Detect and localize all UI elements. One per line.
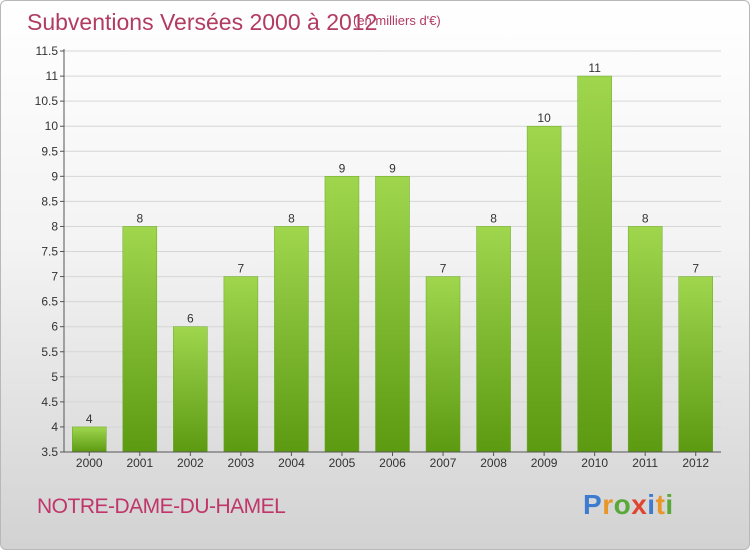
chart-title: Subventions Versées 2000 à 2012 — [27, 9, 378, 35]
y-tick-label: 7.5 — [41, 245, 58, 259]
y-tick-label: 10.5 — [35, 94, 59, 108]
bar-2000 — [72, 426, 107, 453]
bar-2011 — [627, 226, 663, 453]
bar-2010 — [577, 75, 612, 453]
bar-2002 — [173, 326, 208, 453]
bar-2001 — [122, 226, 158, 453]
bar-2009 — [526, 125, 562, 453]
bar-2004 — [274, 226, 309, 453]
x-tick-label: 2011 — [632, 456, 658, 470]
y-tick-label: 11.5 — [36, 44, 59, 58]
y-tick-label: 8.5 — [41, 194, 58, 208]
data-label: 6 — [187, 312, 194, 326]
y-tick-label: 3.5 — [41, 445, 58, 459]
bar-2005 — [324, 176, 360, 453]
y-tick-label: 7 — [51, 270, 58, 284]
y-tick-label: 6.5 — [41, 295, 58, 309]
x-tick-label: 2005 — [329, 456, 356, 470]
data-label: 8 — [136, 211, 143, 225]
bar-2012 — [678, 276, 713, 453]
data-label: 8 — [288, 211, 295, 225]
y-tick-label: 6 — [51, 320, 58, 334]
x-tick-label: 2004 — [278, 456, 305, 470]
data-label: 7 — [238, 262, 245, 276]
data-label: 9 — [339, 161, 346, 175]
y-tick-label: 5.5 — [41, 345, 58, 359]
data-label: 7 — [440, 262, 447, 276]
x-tick-label: 2007 — [430, 456, 457, 470]
bar-2008 — [476, 226, 511, 453]
bar-2003 — [223, 276, 259, 453]
x-tick-label: 2009 — [531, 456, 558, 470]
x-tick-label: 2012 — [682, 456, 709, 470]
data-label: 10 — [537, 111, 551, 125]
y-tick-label: 4 — [51, 420, 58, 434]
x-tick-label: 2001 — [126, 456, 153, 470]
data-label: 8 — [490, 211, 497, 225]
x-tick-label: 2000 — [76, 456, 103, 470]
x-tick-label: 2010 — [581, 456, 608, 470]
data-label: 7 — [692, 262, 699, 276]
data-label: 9 — [389, 161, 396, 175]
x-tick-label: 2008 — [480, 456, 507, 470]
y-tick-label: 10 — [45, 119, 59, 133]
y-tick-label: 9.5 — [41, 144, 58, 158]
x-tick-label: 2006 — [379, 456, 406, 470]
y-tick-label: 8 — [51, 219, 58, 233]
bar-2006 — [375, 176, 410, 453]
x-tick-label: 2003 — [228, 456, 255, 470]
data-label: 11 — [588, 61, 601, 75]
proxiti-logo[interactable]: Proxiti — [583, 489, 674, 520]
y-tick-label: 11 — [46, 69, 59, 83]
y-tick-label: 4.5 — [41, 395, 58, 409]
commune-name: NOTRE-DAME-DU-HAMEL — [37, 495, 286, 518]
x-tick-label: 2002 — [177, 456, 204, 470]
y-tick-label: 9 — [51, 169, 58, 183]
y-tick-label: 5 — [51, 370, 58, 384]
chart-subtitle: (en milliers d'€) — [353, 13, 441, 28]
bar-2007 — [425, 276, 461, 453]
data-label: 8 — [642, 211, 649, 225]
data-label: 4 — [86, 412, 93, 426]
